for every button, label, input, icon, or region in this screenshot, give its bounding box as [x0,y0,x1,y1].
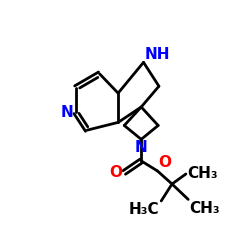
Text: CH₃: CH₃ [188,166,218,182]
Text: NH: NH [144,46,170,62]
Text: O: O [158,155,171,170]
Text: N: N [61,105,74,120]
Text: N: N [135,140,147,155]
Text: O: O [110,165,123,180]
Text: CH₃: CH₃ [190,201,220,216]
Text: H₃C: H₃C [129,202,160,218]
